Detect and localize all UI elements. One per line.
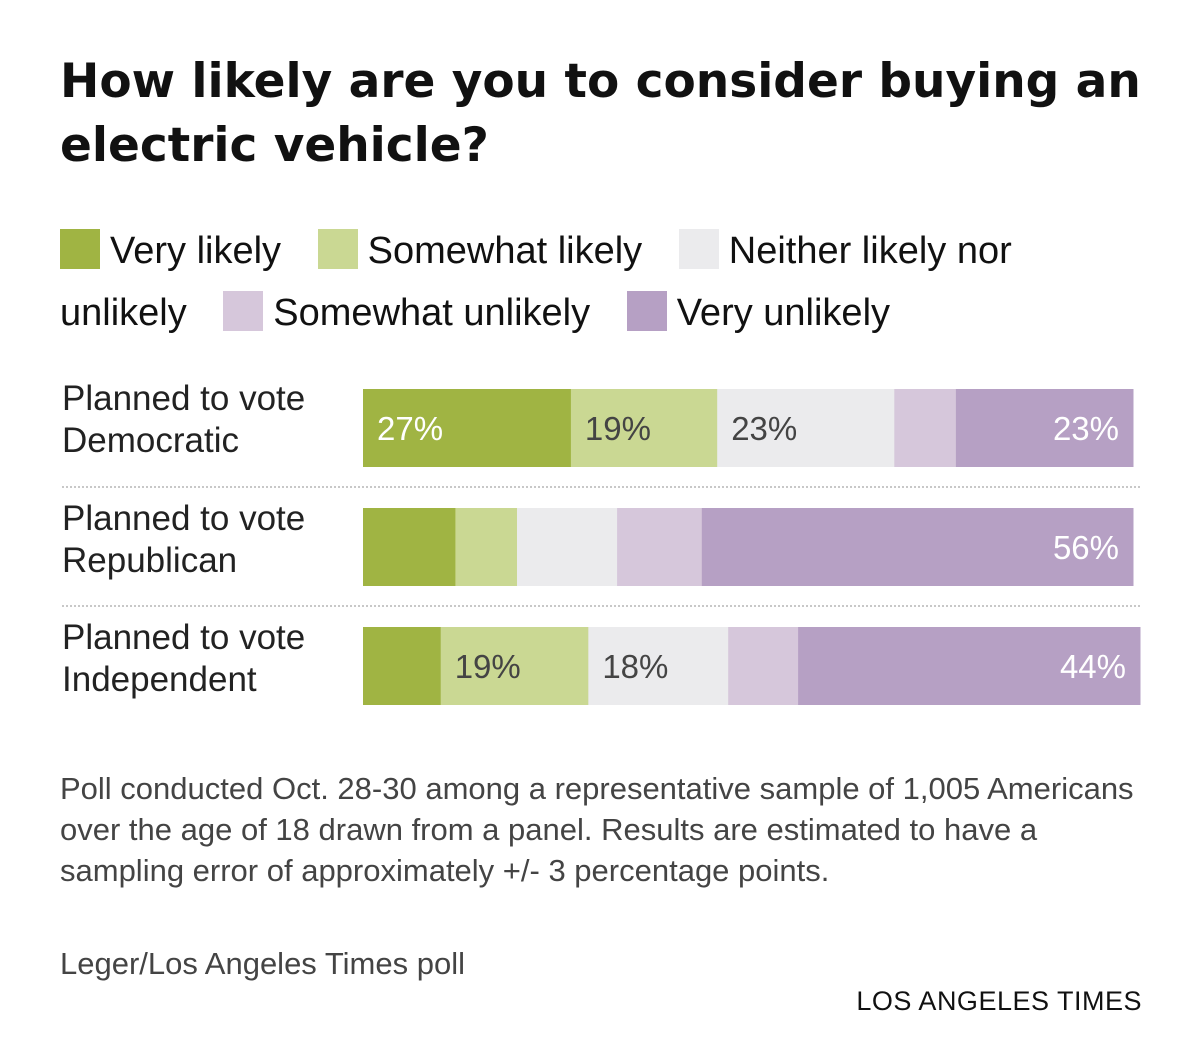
- bar-data-label: 18%: [602, 648, 668, 685]
- bar-segment: [570, 389, 718, 467]
- legend-label-neither: Neither likely nor unlikely: [60, 230, 1012, 334]
- bar-data-label: 19%: [455, 648, 521, 685]
- legend-label-very-unlikely: Very unlikely: [676, 292, 891, 334]
- bar-data-label: 56%: [1053, 529, 1119, 566]
- bar-data-label: 27%: [377, 410, 443, 447]
- bar-data-label: 23%: [731, 410, 797, 447]
- bar-segment: [955, 389, 1134, 467]
- row-label-democratic: Planned to vote Democratic: [62, 378, 362, 462]
- bar-data-label: 19%: [585, 410, 651, 447]
- legend-swatch-very-unlikely: [626, 291, 667, 331]
- credit-line: LOS ANGELES TIMES: [856, 986, 1142, 1016]
- bar-segment: [798, 627, 1141, 705]
- legend-item-neither: Neither likely nor unlikely: [60, 229, 1012, 334]
- source-line: Leger/Los Angeles Times poll: [60, 946, 465, 981]
- legend-item-very-likely: Very likely: [60, 229, 307, 272]
- bar-segment: [363, 389, 572, 467]
- bar-segment: [517, 508, 618, 586]
- legend-item-somewhat-unlikely: Somewhat unlikely: [223, 291, 616, 334]
- legend-swatch-neither: [678, 229, 719, 269]
- legend-item-somewhat-likely: Somewhat likely: [317, 229, 669, 272]
- legend-label-very-likely: Very likely: [110, 230, 282, 272]
- methodology-note: Poll conducted Oct. 28-30 among a repres…: [60, 771, 1134, 888]
- bar-segment: [894, 389, 957, 467]
- row-label-line1: Planned to vote: [62, 379, 306, 418]
- legend-swatch-very-likely: [60, 229, 100, 269]
- bar-segment: [363, 627, 442, 705]
- legend-item-very-unlikely: Very unlikely: [626, 291, 916, 334]
- legend: Very likely Somewhat likely Neither like…: [60, 220, 1150, 344]
- row-label-line1: Planned to vote: [62, 499, 306, 538]
- chart-title: How likely are you to consider buying an…: [60, 54, 1141, 173]
- bar-segment: [440, 627, 589, 705]
- row-divider: [62, 605, 1140, 607]
- legend-label-somewhat-likely: Somewhat likely: [367, 230, 643, 272]
- bar-segment: [717, 389, 895, 467]
- row-label-republican: Planned to vote Republican: [62, 498, 362, 582]
- bar-segment: [728, 627, 799, 705]
- bar-segment: [455, 508, 518, 586]
- bar-segment: [588, 627, 729, 705]
- legend-label-somewhat-unlikely: Somewhat unlikely: [273, 292, 591, 334]
- legend-swatch-somewhat-unlikely: [223, 291, 264, 331]
- bar-segment: [701, 508, 1134, 586]
- bar-segment: [617, 508, 703, 586]
- bar-data-label: 44%: [1060, 648, 1126, 685]
- legend-swatch-somewhat-likely: [317, 229, 358, 269]
- bar-data-label: 23%: [1053, 410, 1119, 447]
- row-label-independent: Planned to vote Independent: [62, 617, 362, 701]
- row-label-line2: Republican: [62, 541, 238, 580]
- row-divider: [62, 486, 1140, 488]
- bar-segment: [363, 508, 456, 586]
- row-label-line1: Planned to vote: [62, 618, 306, 657]
- row-label-line2: Independent: [62, 660, 257, 699]
- row-label-line2: Democratic: [62, 421, 239, 460]
